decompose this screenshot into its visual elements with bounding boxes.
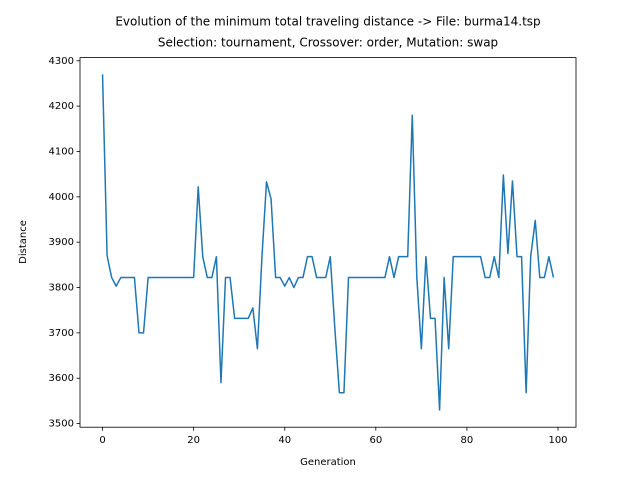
y-tick-label: 3800 <box>49 283 74 294</box>
plot-frame <box>79 57 577 428</box>
chart-title: Evolution of the minimum total traveling… <box>115 15 540 29</box>
y-tick-label: 4000 <box>49 192 74 203</box>
y-tick-label: 4200 <box>49 101 74 112</box>
x-tick-label: 60 <box>369 435 382 446</box>
y-tick-label: 3600 <box>49 373 74 384</box>
y-axis-label: Distance <box>18 220 29 264</box>
x-tick-label: 0 <box>99 435 105 446</box>
x-tick-label: 100 <box>548 435 567 446</box>
line-series <box>101 74 555 411</box>
y-tick-label: 3500 <box>49 419 74 430</box>
y-tick-label: 4300 <box>49 56 74 67</box>
y-tick-label: 3700 <box>49 328 74 339</box>
y-tick-label: 4100 <box>49 146 74 157</box>
x-tick-label: 80 <box>461 435 474 446</box>
chart-subtitle: Selection: tournament, Crossover: order,… <box>158 36 498 50</box>
x-tick-label: 20 <box>187 435 200 446</box>
y-tick-label: 3900 <box>49 237 74 248</box>
x-axis-label: Generation <box>300 457 356 468</box>
x-tick-label: 40 <box>278 435 291 446</box>
